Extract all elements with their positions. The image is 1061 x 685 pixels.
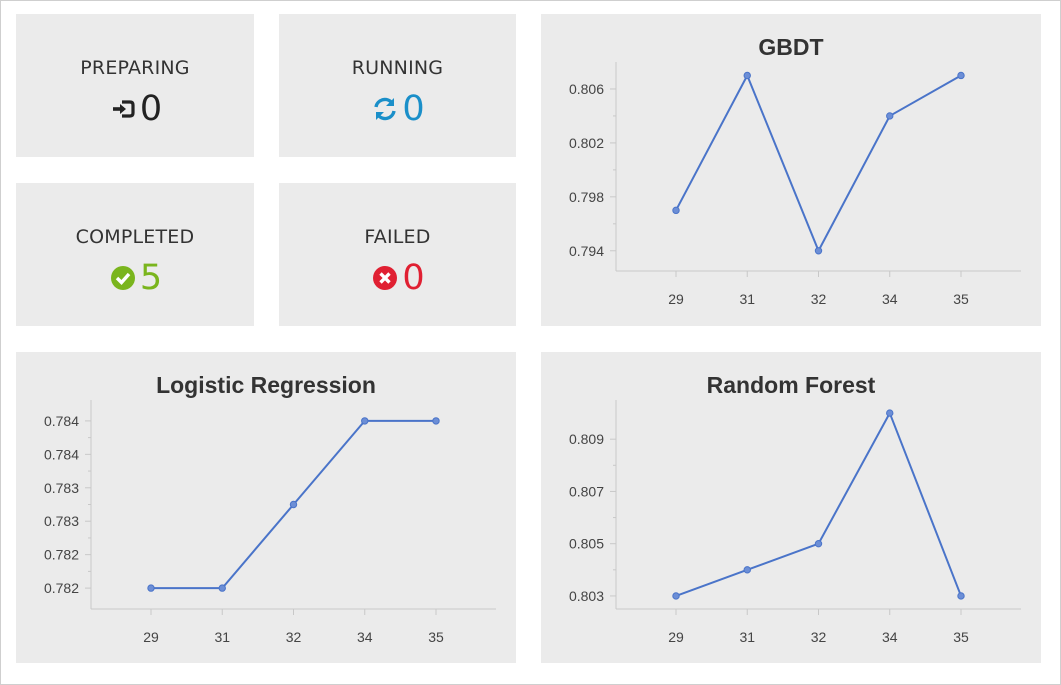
y-tick-label: 0.782 (44, 547, 79, 563)
check-circle-icon (108, 263, 138, 293)
x-tick-label: 32 (286, 629, 302, 645)
x-tick-label: 34 (882, 291, 898, 307)
y-tick-label: 0.803 (569, 588, 604, 604)
x-tick-label: 35 (953, 629, 969, 645)
y-tick-label: 0.783 (44, 513, 79, 529)
data-point[interactable] (886, 409, 894, 417)
stat-value-row: 0 (16, 89, 254, 129)
x-tick-label: 29 (668, 629, 684, 645)
gbdt-line-chart: 0.794 0.798 0.802 0.806 29 31 32 34 35 (569, 62, 1021, 307)
stat-label: COMPLETED (75, 226, 195, 248)
x-tick-label: 29 (143, 629, 159, 645)
y-tick-label: 0.802 (569, 135, 604, 151)
stat-card-failed: FAILED 0 (279, 183, 516, 326)
data-point[interactable] (743, 71, 751, 80)
chart-card-gbdt: GBDT 0.794 0.798 0.802 0.806 29 31 32 34 35 (541, 14, 1041, 326)
data-point[interactable] (147, 584, 155, 592)
data-point[interactable] (814, 247, 823, 255)
data-point[interactable] (672, 206, 680, 215)
series-line (675, 73, 962, 254)
data-point[interactable] (361, 417, 369, 425)
chart-title: GBDT (758, 34, 824, 60)
data-point[interactable] (886, 112, 894, 120)
data-point[interactable] (957, 71, 965, 80)
stat-value-row: 0 (279, 258, 516, 298)
y-tick-label: 0.794 (569, 243, 604, 259)
stat-value-row: 0 (279, 89, 516, 129)
y-tick-label: 0.784 (44, 413, 79, 429)
times-circle-icon (370, 263, 400, 293)
stat-label: RUNNING (351, 57, 444, 79)
stat-number: 0 (402, 89, 425, 129)
stat-number: 0 (139, 89, 163, 129)
random-forest-line-chart: 0.803 0.805 0.807 0.809 29 31 32 34 35 (569, 400, 1021, 645)
data-point[interactable] (743, 566, 751, 574)
x-tick-label: 34 (357, 629, 373, 645)
x-tick-label: 31 (739, 291, 755, 307)
data-point[interactable] (672, 592, 680, 600)
stat-value-row: 5 (16, 258, 254, 298)
y-tick-label: 0.798 (569, 189, 604, 205)
stat-label: FAILED (364, 226, 431, 248)
chart-card-random-forest: Random Forest 0.803 0.805 0.807 0.809 29 31 32… (541, 352, 1041, 663)
stat-card-preparing: PREPARING 0 (16, 14, 254, 157)
data-point[interactable] (814, 539, 823, 548)
x-tick-label: 34 (882, 629, 898, 645)
y-tick-label: 0.782 (44, 580, 79, 596)
x-tick-label: 32 (811, 291, 827, 307)
series-line (675, 410, 962, 597)
stat-label: PREPARING (80, 57, 190, 79)
refresh-icon (370, 94, 400, 124)
stat-number: 0 (402, 258, 425, 298)
y-tick-label: 0.805 (569, 536, 604, 552)
y-tick-label: 0.784 (44, 446, 79, 462)
stat-number: 5 (139, 258, 163, 298)
y-tick-label: 0.807 (569, 483, 604, 499)
data-point[interactable] (289, 500, 298, 509)
x-tick-label: 31 (739, 629, 755, 645)
data-point[interactable] (218, 584, 226, 592)
x-tick-label: 29 (668, 291, 684, 307)
x-tick-label: 35 (428, 629, 444, 645)
data-point[interactable] (957, 592, 965, 600)
chart-title: Random Forest (706, 372, 876, 398)
sign-in-icon (108, 94, 138, 124)
chart-title: Logistic Regression (156, 372, 376, 398)
stat-card-completed: COMPLETED 5 (16, 183, 254, 326)
y-tick-label: 0.809 (569, 431, 604, 447)
y-tick-label: 0.806 (569, 81, 604, 97)
x-tick-label: 31 (214, 629, 230, 645)
stat-card-running: RUNNING 0 (279, 14, 516, 157)
chart-card-logistic-regression: Logistic Regression 0.782 0.782 0.783 0.783… (16, 352, 516, 663)
y-tick-label: 0.783 (44, 480, 79, 496)
x-tick-label: 32 (811, 629, 827, 645)
logistic-regression-line-chart: 0.782 0.782 0.783 0.783 0.784 0.784 29 31 32 34 35 (44, 400, 496, 645)
data-point[interactable] (432, 417, 440, 425)
x-tick-label: 35 (953, 291, 969, 307)
